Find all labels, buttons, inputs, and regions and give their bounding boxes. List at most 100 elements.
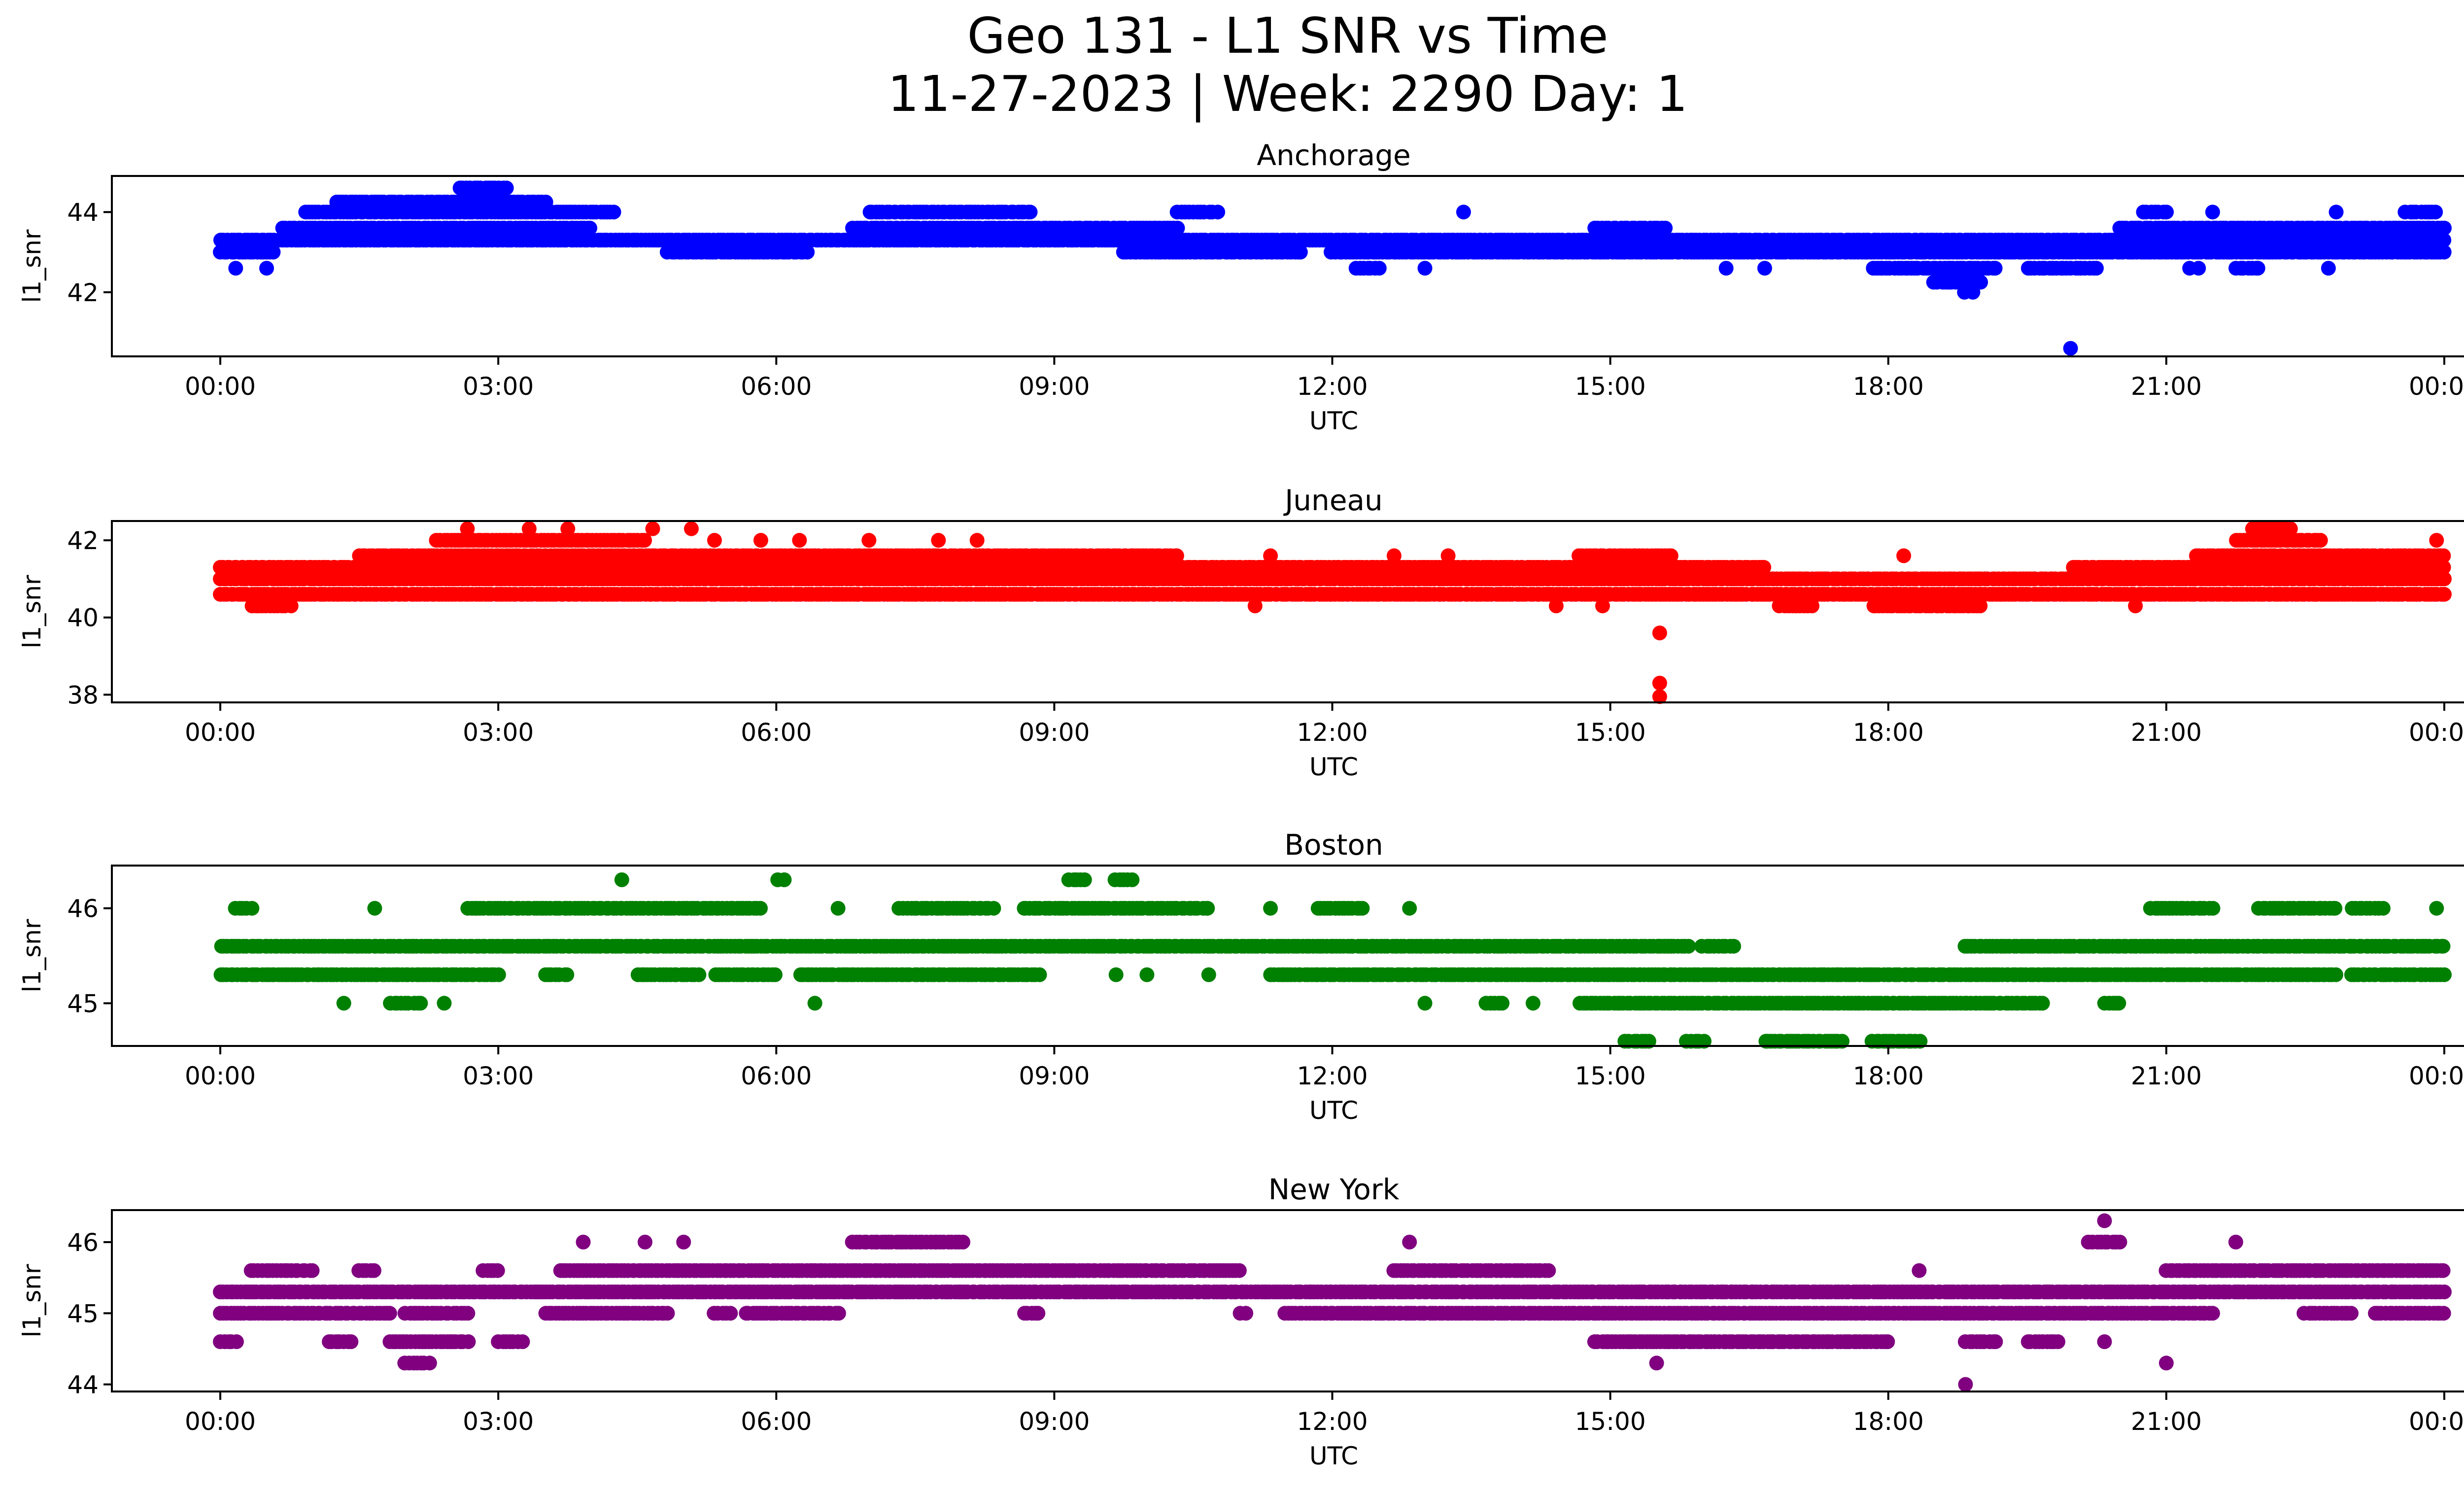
x-tick-label: 00:00 [185, 718, 256, 747]
data-point [1371, 261, 1387, 276]
chart-title-boston: Boston [1284, 828, 1383, 862]
y-tick-label: 38 [67, 681, 99, 709]
data-point [2436, 244, 2452, 260]
data-point [1652, 675, 1667, 691]
data-point [707, 533, 722, 548]
figure-title-line-2: 11-27-2023 | Week: 2290 Day: 1 [888, 65, 1688, 123]
data-point [1658, 220, 1673, 236]
y-axis-label: l1_snr [18, 575, 46, 648]
data-point [1756, 560, 1772, 575]
data-point [582, 220, 597, 236]
x-tick-label: 12:00 [1297, 718, 1368, 747]
data-point [2437, 220, 2452, 236]
data-point [1023, 205, 1038, 220]
data-point [969, 533, 985, 548]
data-points-anchorage [213, 180, 2452, 356]
data-point [606, 205, 621, 220]
data-point [800, 244, 815, 260]
y-tick-label: 40 [67, 604, 99, 632]
data-point [1757, 261, 1772, 276]
data-point [2436, 233, 2452, 248]
chart-anchorage: Anchorage 00:00 03:00 06:00 09:00 12:00 15:00 1… [18, 139, 2464, 435]
data-point [283, 598, 299, 614]
data-point [559, 967, 575, 982]
data-point [2313, 533, 2328, 548]
data-points-juneau [213, 521, 2452, 704]
data-point [2250, 261, 2265, 276]
data-point [2128, 598, 2143, 614]
x-tick-label: 21:00 [2131, 718, 2202, 747]
data-point [1169, 548, 1184, 563]
x-tick-label: 09:00 [1019, 718, 1090, 747]
data-point [1210, 205, 1226, 220]
data-point [2437, 587, 2452, 602]
data-point [767, 967, 783, 982]
x-tick-label: 00:00 [2409, 372, 2464, 401]
data-point [2191, 261, 2206, 276]
y-axis-label: l1_snr [18, 229, 46, 303]
x-tick-label: 06:00 [741, 372, 812, 401]
axes-frame-anchorage [111, 175, 2464, 357]
x-axis-label: UTC [1309, 753, 1358, 781]
x-tick-label: 18:00 [1853, 718, 1924, 747]
x-tick-label: 15:00 [1575, 372, 1646, 401]
chart-title-anchorage: Anchorage [1257, 139, 1410, 172]
data-point [1548, 598, 1564, 614]
x-tick-label: 03:00 [463, 718, 534, 747]
data-point [538, 194, 553, 209]
x-tick-label: 00:00 [185, 372, 256, 401]
y-tick-label: 42 [67, 526, 99, 555]
data-point [2089, 261, 2104, 276]
data-point [1973, 275, 1988, 290]
figure-title: Geo 131 - L1 SNR vs Time 11-27-2023 | We… [0, 7, 2464, 123]
x-tick-label: 21:00 [2131, 372, 2202, 401]
data-point [1032, 967, 1047, 982]
data-point [1386, 548, 1402, 563]
data-point [792, 533, 807, 548]
data-point [2063, 341, 2078, 356]
data-point [2428, 205, 2443, 220]
data-point [560, 521, 576, 536]
x-axis-label: UTC [1309, 407, 1358, 435]
data-point [259, 261, 274, 276]
data-point [1652, 626, 1667, 641]
data-point [1965, 284, 1981, 300]
data-point [1247, 598, 1263, 614]
data-point [1417, 261, 1433, 276]
data-point [1263, 548, 1278, 563]
data-point [266, 244, 281, 260]
data-point [931, 533, 946, 548]
x-tick-label: 00:00 [2409, 718, 2464, 747]
data-point [460, 521, 475, 536]
x-tick-label: 12:00 [1297, 372, 1368, 401]
data-point [2159, 205, 2174, 220]
data-point [691, 967, 707, 982]
chart-title-juneau: Juneau [1283, 484, 1383, 517]
y-tick-label: 42 [67, 278, 99, 307]
x-tick-label: 09:00 [1019, 372, 1090, 401]
data-point [1718, 261, 1734, 276]
data-point [1896, 548, 1912, 563]
x-tick-label: 15:00 [1575, 718, 1646, 747]
data-point [1805, 598, 1819, 614]
data-point [2429, 533, 2444, 548]
x-tick-label: 18:00 [1853, 372, 1924, 401]
data-point [228, 261, 243, 276]
figure-title-line-1: Geo 131 - L1 SNR vs Time [967, 7, 1608, 65]
data-point [1595, 598, 1610, 614]
data-point [1681, 939, 1696, 954]
data-point [753, 533, 768, 548]
data-point [1456, 205, 1471, 220]
data-point [1293, 244, 1308, 260]
data-point [684, 521, 699, 536]
data-point [2435, 939, 2451, 954]
data-point [1440, 548, 1456, 563]
data-point [2321, 261, 2336, 276]
x-tick-label: 03:00 [463, 372, 534, 401]
data-point [2283, 521, 2298, 536]
data-point [2436, 548, 2451, 563]
data-point [521, 521, 537, 536]
